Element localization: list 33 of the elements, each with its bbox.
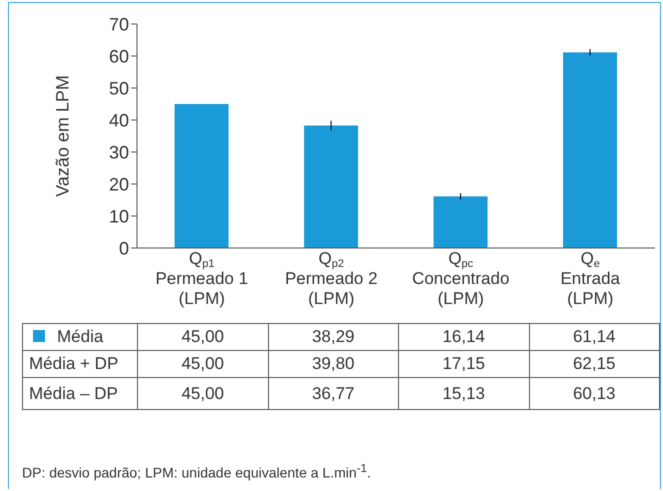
data-label: 38,29: [268, 324, 398, 350]
bar: [304, 125, 358, 248]
data-label: 45,00: [138, 324, 268, 350]
bar: [563, 52, 618, 248]
y-tick-label: 40: [108, 110, 129, 130]
y-tick-label: 30: [108, 142, 129, 162]
y-tick-label: 20: [108, 174, 129, 194]
y-tick-label: 0: [118, 238, 129, 258]
text: 60,13: [529, 378, 660, 410]
y-tick-label: 50: [108, 78, 129, 98]
x-tick-label: Q$_{e}$ Entrada (LPM): [560, 249, 621, 308]
data-label: 61,14: [529, 324, 660, 350]
y-tick-label: 70: [108, 14, 129, 34]
x-tick-label: Q$_{pc}$ Concentrado (LPM): [412, 249, 510, 308]
text: 45,00: [138, 350, 268, 378]
text: 62,15: [529, 350, 660, 378]
text: 17,15: [398, 350, 529, 378]
legend-label: Média: [22, 324, 138, 350]
text: Média + DP: [22, 350, 138, 378]
text: 36,77: [268, 378, 398, 410]
y-axis-title: Vazão em LPM: [52, 75, 72, 197]
x-tick-label: Q$_{p2}$ Permeado 2 (LPM): [284, 249, 378, 308]
y-tick-label: 60: [108, 46, 129, 66]
text: Média – DP: [22, 378, 138, 410]
text: 15,13: [398, 378, 529, 410]
text: DP: desvio padrão; LPM: unidade equivalente a L.min$^{-1}$.: [22, 462, 371, 481]
text: 45,00: [138, 378, 268, 410]
x-tick-label: Q$_{p1}$ Permeado 1 (LPM): [155, 249, 248, 308]
data-label: 16,14: [398, 324, 529, 350]
bar: [174, 104, 229, 248]
bar: [434, 196, 488, 248]
text: 39,80: [268, 350, 398, 378]
y-tick-label: 10: [108, 206, 129, 226]
